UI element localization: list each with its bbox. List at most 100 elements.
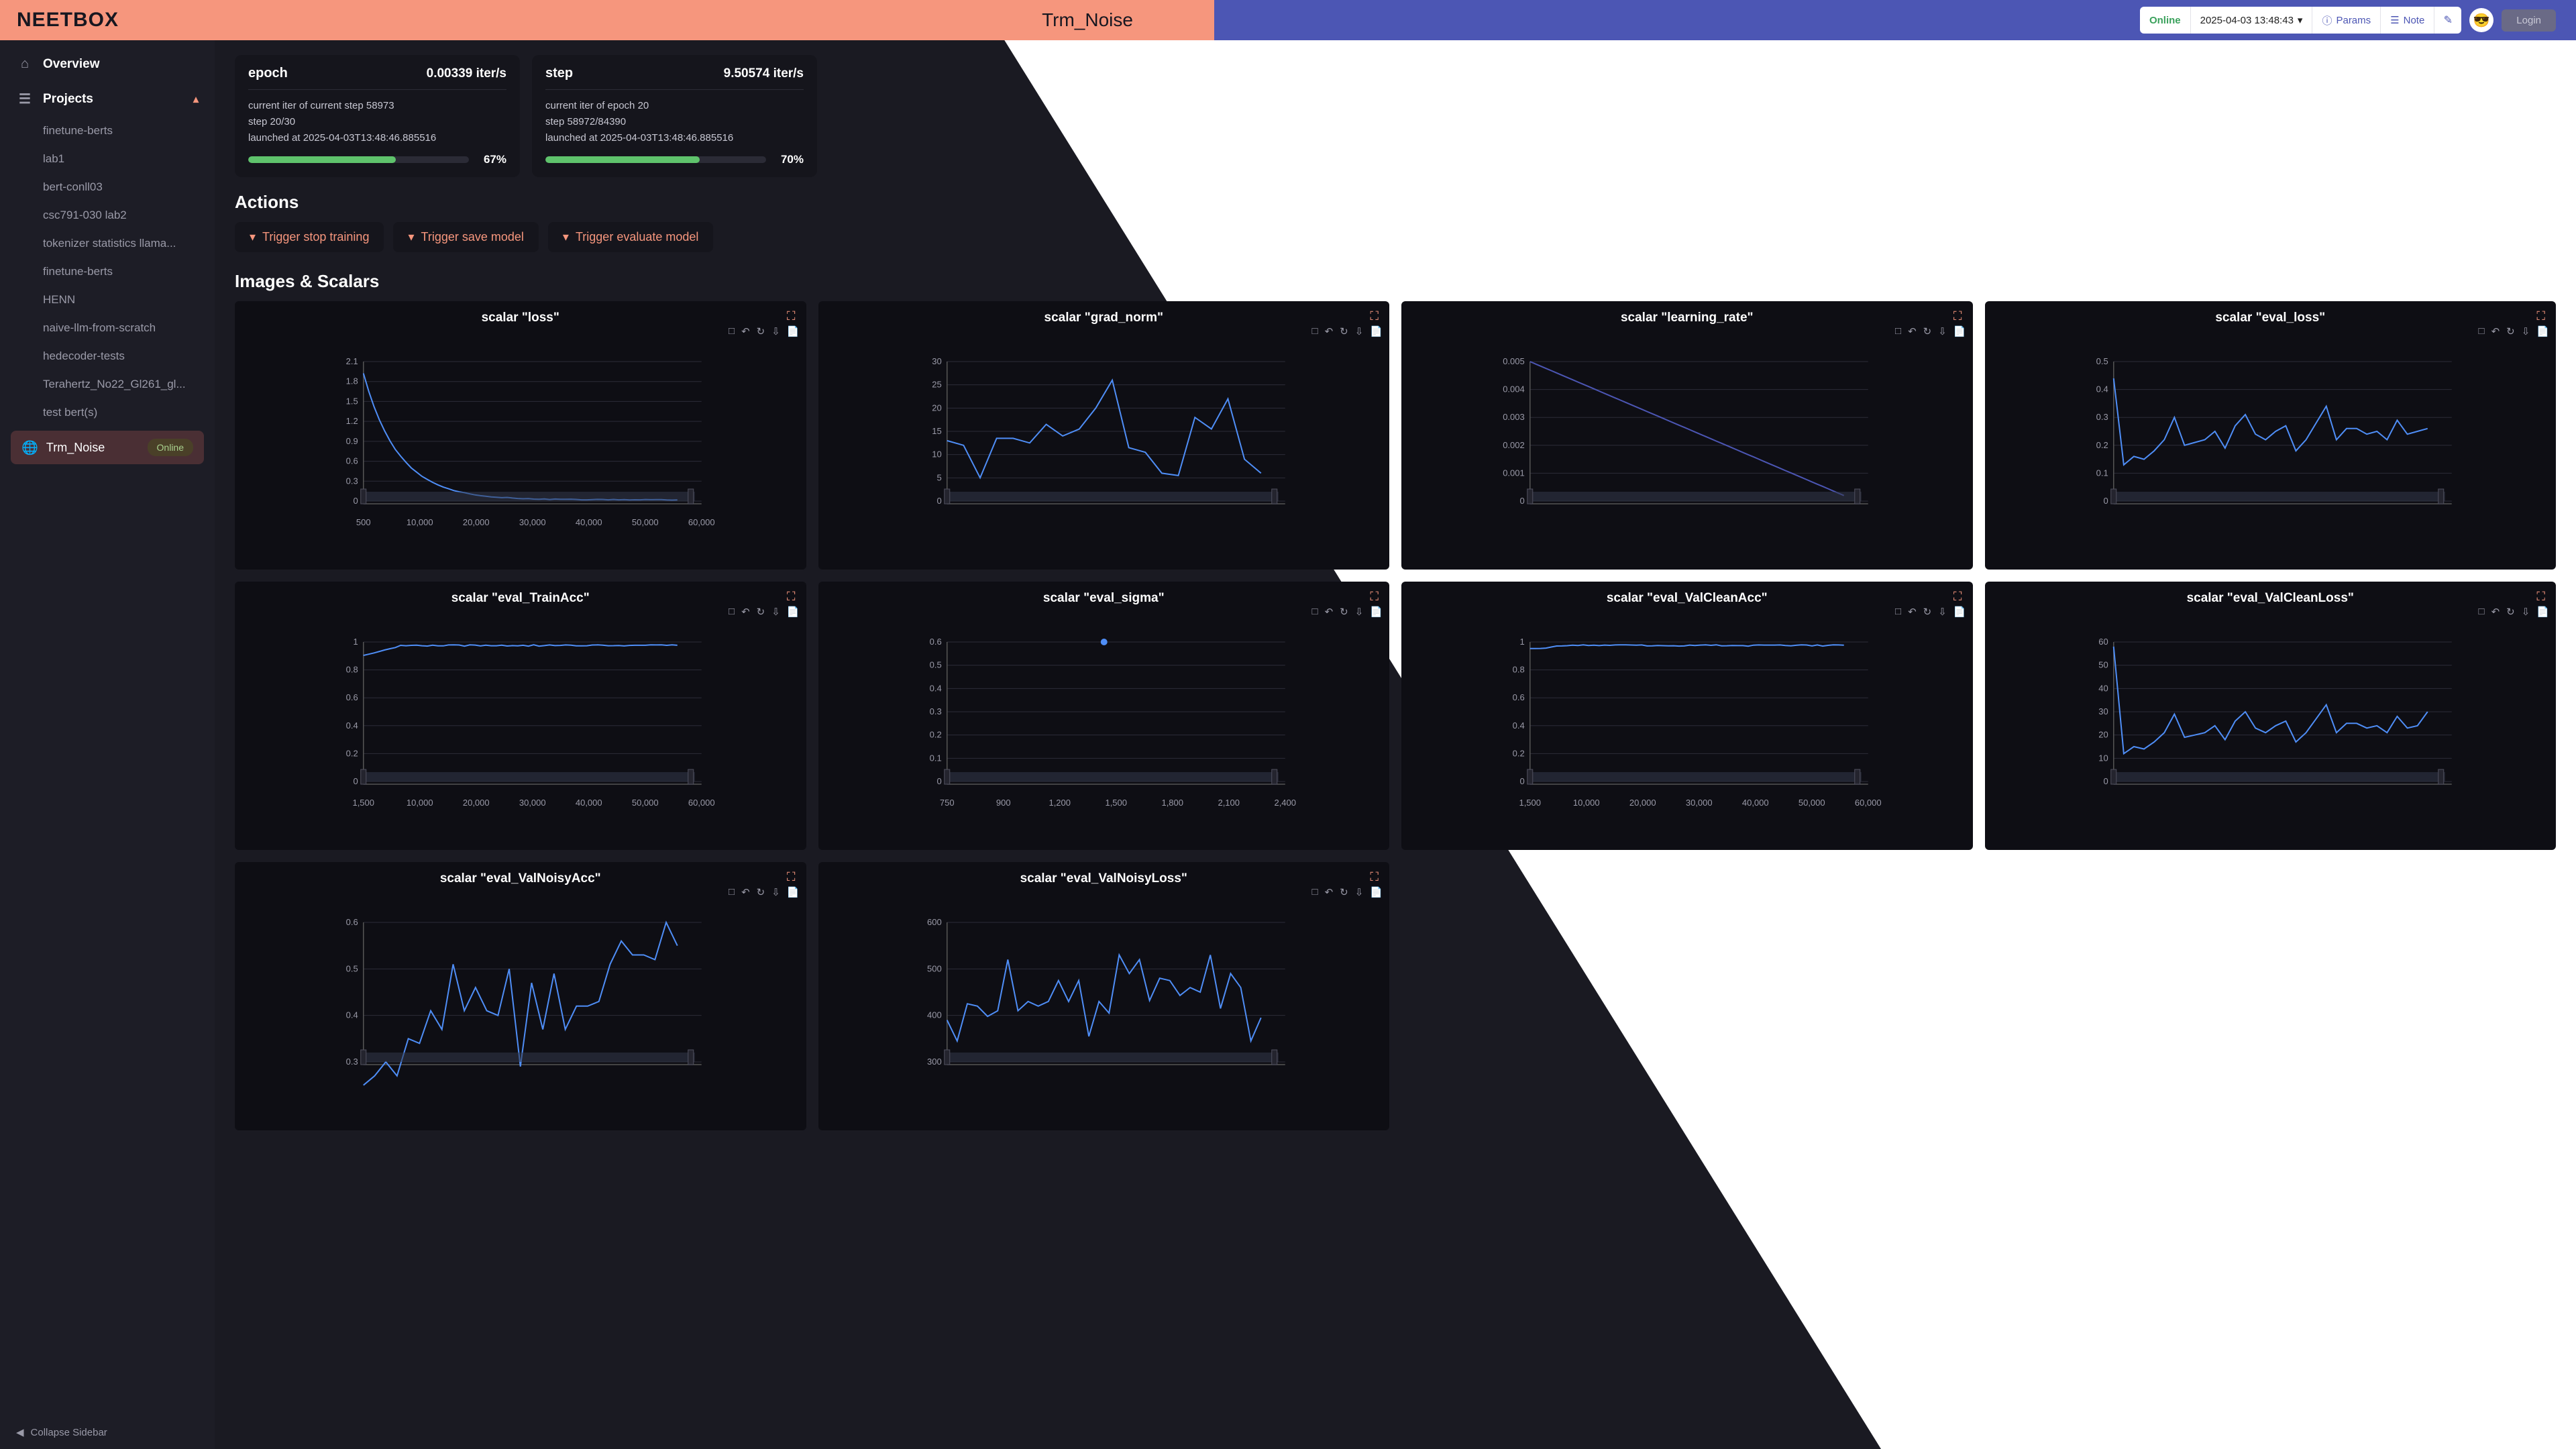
expand-chart-icon[interactable]: ⛶ [787, 870, 796, 884]
download-icon[interactable]: ⇩ [2522, 325, 2530, 337]
svg-text:2,400: 2,400 [1274, 798, 1296, 808]
progress-track-step [545, 156, 766, 163]
sidebar-item-project-3[interactable]: csc791-030 lab2 [0, 201, 215, 229]
chart-plot-area-eval_TrainAcc[interactable]: 0 0.2 0.4 0.6 0.8 1 1,500 10,000 20,000 30,000 40… [246, 611, 796, 812]
edit-button[interactable]: ✎ [2434, 7, 2461, 34]
undo-icon[interactable]: ↶ [1325, 325, 1334, 337]
export-icon[interactable]: 📄 [787, 886, 800, 898]
sidebar-item-project-2[interactable]: bert-conll03 [0, 173, 215, 201]
refresh-icon[interactable]: ↻ [2506, 606, 2515, 618]
refresh-icon[interactable]: ↻ [1923, 325, 1932, 337]
export-icon[interactable]: 📄 [787, 606, 800, 618]
crop-icon[interactable]: □ [1895, 325, 1901, 337]
download-icon[interactable]: ⇩ [771, 886, 780, 898]
chart-plot-area-loss[interactable]: 0 0.3 0.6 0.9 1.2 1.5 1.8 2.1 500 10,000 20,000 30… [246, 331, 796, 532]
expand-chart-icon[interactable]: ⛶ [787, 309, 796, 323]
sidebar-item-projects[interactable]: ☰ Projects ▴ [0, 81, 215, 117]
chart-plot-area-eval_ValCleanLoss[interactable]: 0 10 20 30 40 50 60 [1996, 611, 2546, 812]
svg-text:0: 0 [354, 496, 358, 506]
refresh-icon[interactable]: ↻ [757, 325, 765, 337]
sidebar-item-project-5[interactable]: finetune-berts [0, 258, 215, 286]
chart-card-eval_ValNoisyAcc: scalar "eval_ValNoisyAcc" ⛶ □ ↶ ↻ ⇩ 📄 0.… [235, 862, 806, 1130]
export-icon[interactable]: 📄 [2536, 325, 2549, 337]
expand-chart-icon[interactable]: ⛶ [1953, 309, 1962, 323]
undo-icon[interactable]: ↶ [1325, 886, 1334, 898]
download-icon[interactable]: ⇩ [1355, 886, 1364, 898]
crop-icon[interactable]: □ [1312, 325, 1318, 337]
sidebar-item-overview[interactable]: ⌂ Overview [0, 47, 215, 81]
datetime-dropdown[interactable]: 2025-04-03 13:48:43 ▾ [2191, 7, 2313, 34]
undo-icon[interactable]: ↶ [741, 325, 750, 337]
sidebar-item-project-8[interactable]: hedecoder-tests [0, 342, 215, 370]
export-icon[interactable]: 📄 [787, 325, 800, 337]
chart-plot-area-eval_loss[interactable]: 0 0.1 0.2 0.3 0.4 0.5 [1996, 331, 2546, 532]
undo-icon[interactable]: ↶ [1908, 606, 1917, 618]
crop-icon[interactable]: □ [1895, 606, 1901, 618]
download-icon[interactable]: ⇩ [2522, 606, 2530, 618]
download-icon[interactable]: ⇩ [771, 325, 780, 337]
download-icon[interactable]: ⇩ [1938, 325, 1947, 337]
action-button-0[interactable]: ▾ Trigger stop training [235, 222, 384, 252]
refresh-icon[interactable]: ↻ [1340, 325, 1348, 337]
crop-icon[interactable]: □ [1312, 606, 1318, 618]
download-icon[interactable]: ⇩ [1938, 606, 1947, 618]
sidebar-item-project-1[interactable]: lab1 [0, 145, 215, 173]
chart-plot-area-eval_ValNoisyLoss[interactable]: 300 400 500 600 [829, 892, 1379, 1093]
crop-icon[interactable]: □ [729, 606, 735, 618]
expand-chart-icon[interactable]: ⛶ [1953, 590, 1962, 604]
expand-chart-icon[interactable]: ⛶ [1370, 309, 1379, 323]
undo-icon[interactable]: ↶ [741, 886, 750, 898]
export-icon[interactable]: 📄 [1953, 325, 1966, 337]
note-button[interactable]: ☰ Note [2381, 7, 2434, 34]
expand-chart-icon[interactable]: ⛶ [787, 590, 796, 604]
refresh-icon[interactable]: ↻ [757, 606, 765, 618]
sidebar-item-project-9[interactable]: Terahertz_No22_Gl261_gl... [0, 370, 215, 398]
chart-plot-area-eval_sigma[interactable]: 0 0.1 0.2 0.3 0.4 0.5 0.6 750 900 1,200 1,500 1,80… [829, 611, 1379, 812]
undo-icon[interactable]: ↶ [1325, 606, 1334, 618]
crop-icon[interactable]: □ [729, 325, 735, 337]
refresh-icon[interactable]: ↻ [757, 886, 765, 898]
sidebar-item-active-project[interactable]: 🌐 Trm_Noise Online [11, 431, 204, 464]
download-icon[interactable]: ⇩ [771, 606, 780, 618]
expand-chart-icon[interactable]: ⛶ [2536, 590, 2545, 604]
refresh-icon[interactable]: ↻ [1340, 886, 1348, 898]
sidebar-item-project-0[interactable]: finetune-berts [0, 117, 215, 145]
collapse-sidebar-button[interactable]: ◀ Collapse Sidebar [0, 1415, 215, 1449]
chart-plot-area-learning_rate[interactable]: 0 0.001 0.002 0.003 0.004 0.005 [1412, 331, 1962, 532]
expand-chart-icon[interactable]: ⛶ [1370, 870, 1379, 884]
refresh-icon[interactable]: ↻ [1340, 606, 1348, 618]
params-button[interactable]: ⓘ Params [2312, 7, 2381, 34]
chart-toolbar-eval_ValNoisyAcc: □ ↶ ↻ ⇩ 📄 [729, 886, 799, 898]
download-icon[interactable]: ⇩ [1355, 325, 1364, 337]
sidebar-item-project-6[interactable]: HENN [0, 286, 215, 314]
refresh-icon[interactable]: ↻ [1923, 606, 1932, 618]
chart-plot-area-eval_ValNoisyAcc[interactable]: 0.3 0.4 0.5 0.6 [246, 892, 796, 1093]
undo-icon[interactable]: ↶ [1908, 325, 1917, 337]
chart-plot-area-grad_norm[interactable]: 0 5 10 15 20 25 30 [829, 331, 1379, 532]
expand-chart-icon[interactable]: ⛶ [2536, 309, 2545, 323]
expand-chart-icon[interactable]: ⛶ [1370, 590, 1379, 604]
sidebar-item-project-4[interactable]: tokenizer statistics llama... [0, 229, 215, 258]
svg-text:1,800: 1,800 [1161, 798, 1183, 808]
chart-plot-area-eval_ValCleanAcc[interactable]: 0 0.2 0.4 0.6 0.8 1 1,500 10,000 20,000 30,000 40… [1412, 611, 1962, 812]
export-icon[interactable]: 📄 [2536, 606, 2549, 618]
user-avatar[interactable]: 😎 [2469, 8, 2493, 32]
action-button-2[interactable]: ▾ Trigger evaluate model [548, 222, 713, 252]
crop-icon[interactable]: □ [729, 886, 735, 898]
export-icon[interactable]: 📄 [1370, 886, 1383, 898]
download-icon[interactable]: ⇩ [1355, 606, 1364, 618]
action-button-1[interactable]: ▾ Trigger save model [393, 222, 538, 252]
undo-icon[interactable]: ↶ [2491, 325, 2500, 337]
export-icon[interactable]: 📄 [1370, 606, 1383, 618]
sidebar-item-project-10[interactable]: test bert(s) [0, 398, 215, 427]
sidebar-item-project-7[interactable]: naive-llm-from-scratch [0, 314, 215, 342]
undo-icon[interactable]: ↶ [2491, 606, 2500, 618]
crop-icon[interactable]: □ [1312, 886, 1318, 898]
refresh-icon[interactable]: ↻ [2506, 325, 2515, 337]
undo-icon[interactable]: ↶ [741, 606, 750, 618]
crop-icon[interactable]: □ [2479, 606, 2485, 618]
crop-icon[interactable]: □ [2479, 325, 2485, 337]
export-icon[interactable]: 📄 [1370, 325, 1383, 337]
login-button[interactable]: Login [2502, 9, 2556, 32]
export-icon[interactable]: 📄 [1953, 606, 1966, 618]
